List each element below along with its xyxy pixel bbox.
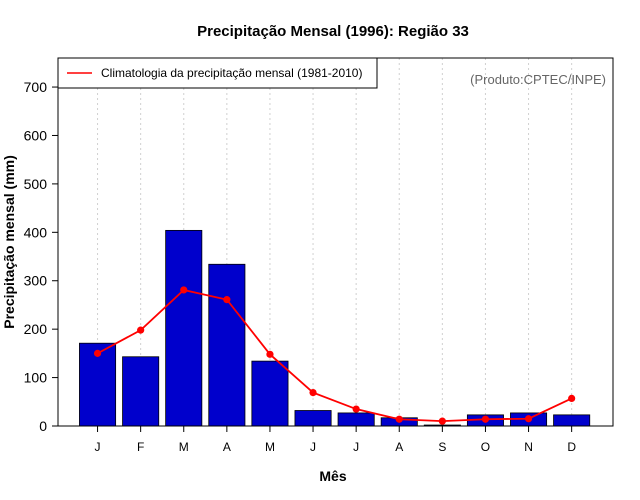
y-tick-label: 100 <box>24 370 48 386</box>
climatology-line-series <box>93 286 576 425</box>
climatology-point-3 <box>180 286 188 294</box>
legend-box <box>57 57 378 89</box>
y-axis-title: Precipitação mensal (mm) <box>1 155 17 329</box>
y-tick-label: 400 <box>24 224 48 240</box>
climatology-point-8 <box>395 415 403 423</box>
bar-12 <box>553 414 591 427</box>
bar-1 <box>79 342 117 427</box>
x-tick-label: M <box>179 440 189 454</box>
bar-7 <box>337 412 375 427</box>
climatology-line <box>97 288 573 423</box>
x-tick-label: J <box>95 440 101 454</box>
climatology-point-10 <box>481 415 490 423</box>
legend: Climatologia da precipitação mensal (198… <box>57 57 378 89</box>
climatology-point-6 <box>309 388 317 397</box>
x-tick-label: F <box>137 440 144 454</box>
bar-4 <box>208 263 246 427</box>
bar-3 <box>165 229 203 427</box>
bar-series <box>79 229 591 427</box>
x-tick-label: M <box>265 440 275 454</box>
y-tick-label: 600 <box>24 127 48 143</box>
bar-5 <box>251 360 289 427</box>
y-tick-label: 300 <box>24 273 48 289</box>
climatology-point-7 <box>352 405 360 413</box>
climatology-point-1 <box>93 349 102 357</box>
chart-title: Precipitação Mensal (1996): Região 33 <box>197 23 469 40</box>
climatology-point-5 <box>266 350 274 358</box>
x-tick-label: S <box>438 440 446 454</box>
y-tick-label: 200 <box>24 321 48 337</box>
x-tick-label: N <box>524 440 533 454</box>
climatology-point-12 <box>568 394 576 402</box>
x-tick-label: O <box>481 440 490 454</box>
bar-6 <box>294 410 332 427</box>
x-tick-label: J <box>353 440 359 454</box>
legend-label-climatology: Climatologia da precipitação mensal (198… <box>101 66 362 80</box>
credit-annotation: (Produto:CPTEC/INPE) <box>470 72 606 87</box>
climatology-point-2 <box>137 326 145 334</box>
climatology-point-9 <box>438 417 446 425</box>
climatology-point-11 <box>524 415 533 423</box>
bar-2 <box>122 356 160 427</box>
y-tick-label: 0 <box>39 418 47 434</box>
y-axis: 0 100 200 300 400 500 600 700 <box>24 79 58 434</box>
x-tick-label: A <box>395 440 403 454</box>
x-tick-label: J <box>310 440 316 454</box>
x-tick-label: D <box>567 440 576 454</box>
x-tick-label: A <box>223 440 231 454</box>
y-tick-label: 500 <box>24 176 48 192</box>
climatology-point-4 <box>223 296 231 304</box>
y-tick-label: 700 <box>24 79 48 95</box>
x-axis-title: Mês <box>319 468 346 484</box>
